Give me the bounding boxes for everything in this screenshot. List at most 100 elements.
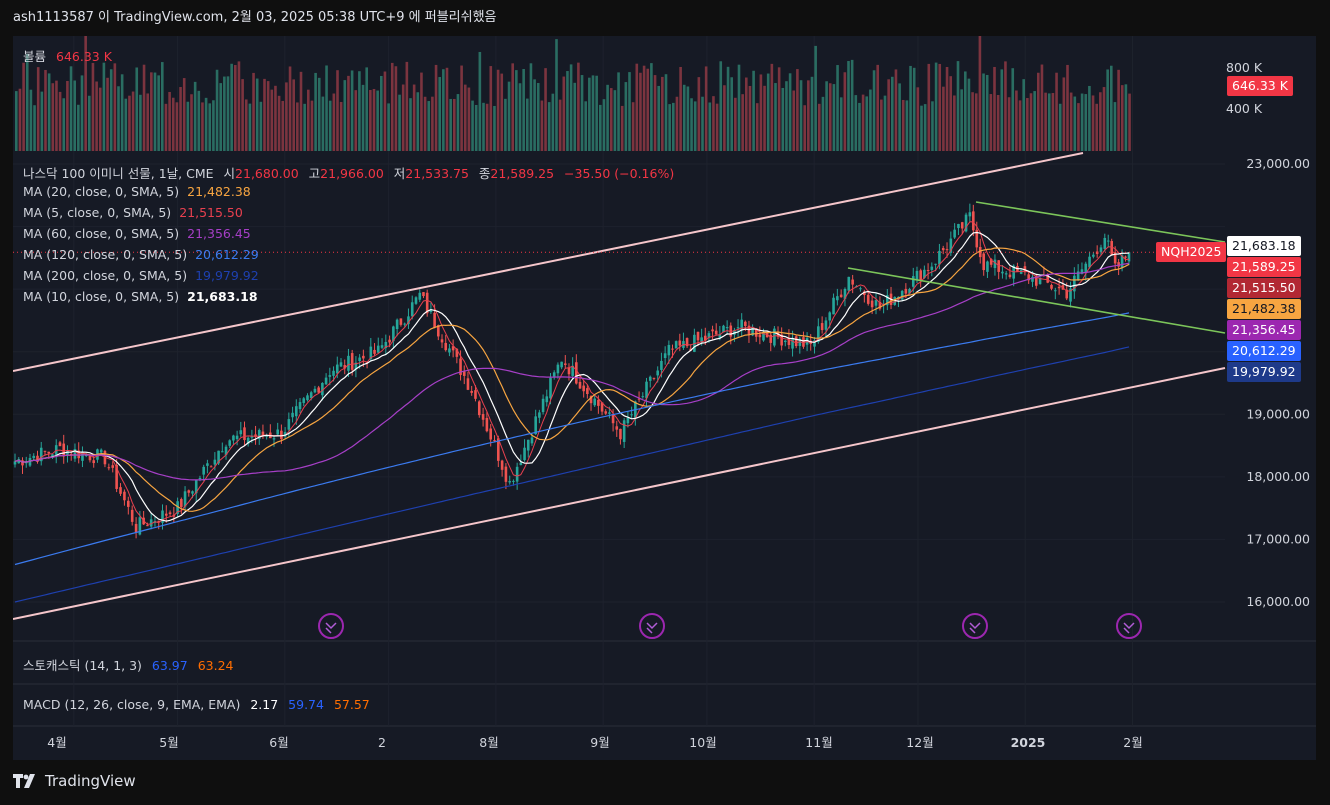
candle-body xyxy=(571,365,574,376)
candlestick-series xyxy=(13,203,1131,539)
marker-glyph xyxy=(1123,622,1135,634)
volume-bar xyxy=(244,99,248,151)
volume-bar xyxy=(923,104,927,151)
ma-legend-label: MA (120, close, 0, SMA, 5) xyxy=(23,247,188,262)
time-tick-label: 8월 xyxy=(479,735,498,750)
footer-brand[interactable]: TradingView xyxy=(13,772,136,790)
wedge-upper-line xyxy=(975,201,1226,243)
volume-bar xyxy=(723,85,726,151)
stoch-legend: 스토캐스틱 (14, 1, 3) 63.97 63.24 xyxy=(23,655,234,674)
volume-bar xyxy=(1037,72,1040,151)
candle-body xyxy=(769,334,773,343)
publish-text: ash1113587 이 TradingView.com, 2월 03, 202… xyxy=(13,10,497,25)
volume-bar xyxy=(128,95,131,151)
ma-legend-label: MA (200, close, 0, SMA, 5) xyxy=(23,268,188,283)
volume-bar xyxy=(679,66,682,151)
volume-bar xyxy=(953,95,956,151)
candle-body xyxy=(107,467,111,469)
high-value: 21,966.00 xyxy=(320,166,384,181)
volume-bar xyxy=(1044,92,1047,151)
candle-body xyxy=(388,339,391,343)
volume-bar xyxy=(880,99,883,151)
volume-bar xyxy=(1004,61,1007,151)
candle-body xyxy=(198,477,202,480)
candle-body xyxy=(429,310,433,313)
candle-body xyxy=(637,398,641,400)
time-tick-label: 5월 xyxy=(159,735,178,750)
candle-body xyxy=(604,411,608,414)
volume-bar xyxy=(1124,84,1128,151)
volume-bar xyxy=(354,90,358,151)
volume-bar xyxy=(369,90,372,151)
marker-ring xyxy=(318,613,344,639)
volume-bar xyxy=(135,67,139,151)
candle-body xyxy=(817,326,820,342)
volume-bar xyxy=(350,70,354,151)
volume-series xyxy=(15,36,1131,152)
volume-bar xyxy=(734,97,737,151)
candle-body xyxy=(58,442,62,447)
candle-body xyxy=(213,459,217,465)
volume-bar xyxy=(328,100,332,151)
ma-legend-label: MA (5, close, 0, SMA, 5) xyxy=(23,205,172,220)
volume-bar xyxy=(376,90,379,151)
candle-body xyxy=(820,323,824,331)
candle-body xyxy=(725,327,729,329)
volume-bar xyxy=(569,64,573,151)
candle-body xyxy=(32,455,36,459)
ma-200-line xyxy=(14,346,1130,603)
candle-body xyxy=(328,375,332,377)
candle-body xyxy=(504,466,508,482)
volume-bar xyxy=(620,105,624,151)
volume-bar xyxy=(299,71,303,151)
candle-body xyxy=(437,325,440,337)
volume-bar xyxy=(865,96,869,151)
candle-body xyxy=(347,355,350,371)
candle-body xyxy=(287,419,291,430)
volume-bar xyxy=(420,72,423,151)
chart-frame[interactable]: 23,000.00 19,000.00 18,000.00 17,000.00 16,0… xyxy=(13,36,1316,760)
change-value: −35.50 (−0.16%) xyxy=(564,166,675,181)
chart-canvas[interactable]: 23,000.00 19,000.00 18,000.00 17,000.00 16,0… xyxy=(13,36,1316,760)
candle-body xyxy=(1027,274,1030,281)
candle-body xyxy=(1103,237,1107,249)
volume-bar xyxy=(668,104,671,151)
candle-body xyxy=(541,398,545,413)
candle-body xyxy=(1076,271,1080,280)
candle-body xyxy=(900,290,904,300)
volume-bar xyxy=(1117,69,1120,151)
volume-bar xyxy=(1084,94,1088,151)
candle-body xyxy=(422,292,425,297)
volume-bar xyxy=(142,64,146,151)
volume-bar xyxy=(55,80,58,151)
volume-bar xyxy=(836,65,839,151)
ma-legend-label: MA (10, close, 0, SMA, 5) xyxy=(23,289,180,304)
volume-value: 646.33 K xyxy=(56,49,112,64)
volume-bar xyxy=(847,61,850,151)
volume-bar xyxy=(602,99,606,151)
volume-bar xyxy=(18,88,22,151)
channel-lower-line xyxy=(13,367,1226,620)
volume-bar xyxy=(223,76,226,151)
candle-body xyxy=(828,312,832,321)
candle-body xyxy=(908,288,911,294)
volume-bar xyxy=(931,101,934,151)
low-label: 저 xyxy=(393,166,406,181)
volume-bar xyxy=(153,72,157,151)
volume-bar xyxy=(766,73,770,151)
candle-body xyxy=(47,451,51,454)
time-tick-label: 12월 xyxy=(906,735,933,750)
volume-bar xyxy=(832,84,836,151)
volume-bar xyxy=(825,81,828,151)
volume-bar xyxy=(814,45,817,151)
volume-bar xyxy=(150,72,153,151)
volume-bar xyxy=(745,77,748,151)
candle-body xyxy=(433,312,436,328)
time-tick-label: 10월 xyxy=(689,735,716,750)
candle-body xyxy=(578,381,582,389)
candle-body xyxy=(500,460,504,470)
price-tick-label: 16,000.00 xyxy=(1246,594,1310,609)
candle-body xyxy=(843,288,847,299)
volume-bar xyxy=(120,74,124,151)
volume-bar xyxy=(781,87,785,151)
